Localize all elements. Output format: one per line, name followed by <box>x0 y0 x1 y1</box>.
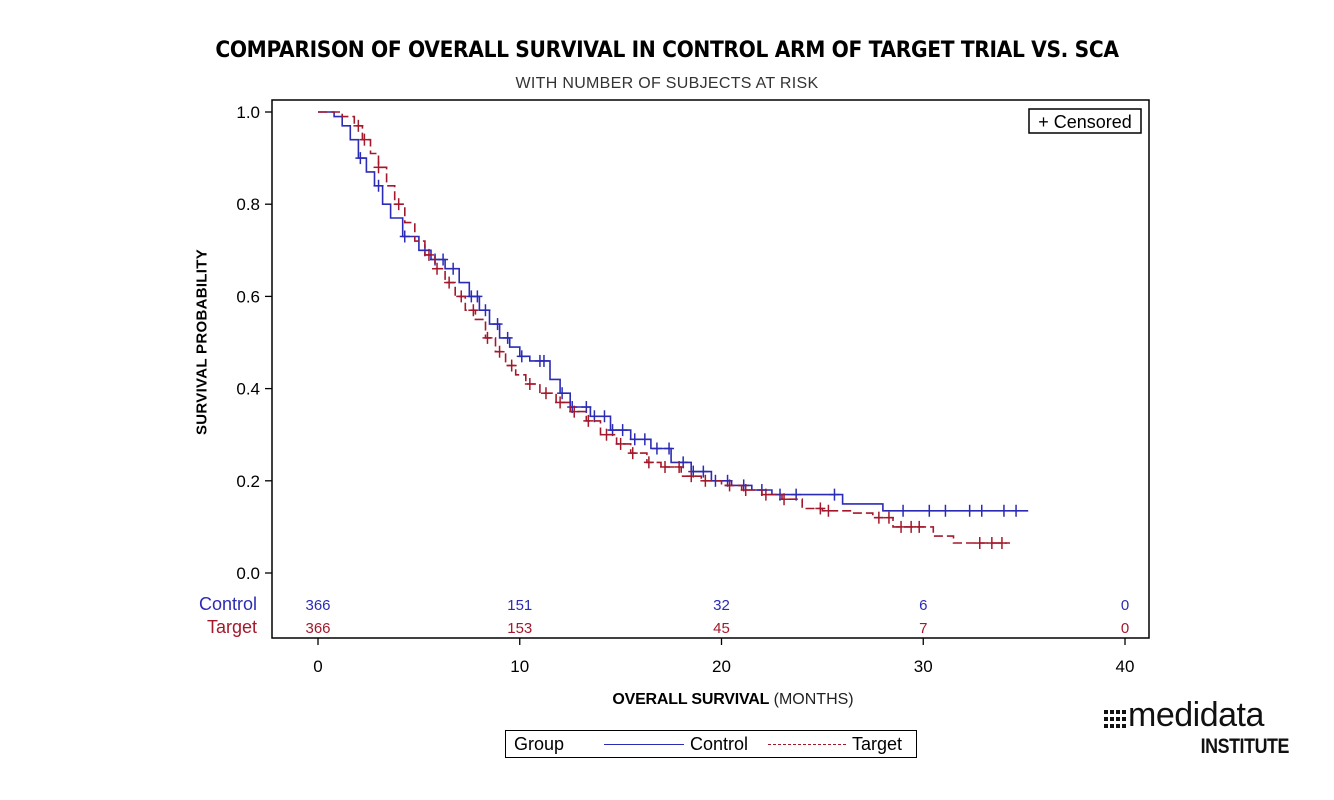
legend-target-line <box>768 744 846 745</box>
y-tick-label: 0.6 <box>236 287 260 306</box>
y-tick-label: 0.4 <box>236 380 260 399</box>
y-tick-label: 1.0 <box>236 103 260 122</box>
censored-legend-label: + Censored <box>1038 112 1132 132</box>
at-risk-count-target: 0 <box>1121 620 1129 637</box>
chart-subtitle: WITH NUMBER OF SUBJECTS AT RISK <box>515 75 819 92</box>
x-axis-label: OVERALL SURVIVAL (MONTHS) <box>0 691 1334 709</box>
at-risk-count-target: 153 <box>507 620 532 637</box>
at-risk-count-control: 32 <box>713 597 730 614</box>
at-risk-count-target: 45 <box>713 620 730 637</box>
series-line-target <box>318 111 1010 544</box>
legend-target-label: Target <box>852 734 903 754</box>
chart-title: COMPARISON OF OVERALL SURVIVAL IN CONTRO… <box>215 38 1119 63</box>
x-axis-label-main: OVERALL SURVIVAL <box>612 691 770 708</box>
x-axis-label-unit: (MONTHS) <box>773 691 854 708</box>
logo-subtitle: INSTITUTE <box>1200 735 1290 758</box>
medidata-logo: medidata INSTITUTE <box>1098 696 1293 764</box>
at-risk-count-control: 6 <box>919 597 927 614</box>
x-tick-label: 10 <box>510 657 529 676</box>
series-line-control <box>318 111 1029 512</box>
x-tick-label: 40 <box>1116 657 1135 676</box>
at-risk-count-control: 366 <box>305 597 330 614</box>
y-tick-label: 0.8 <box>236 195 260 214</box>
censored-legend-box <box>1028 108 1142 134</box>
y-tick-label: 0.0 <box>236 564 260 583</box>
at-risk-row-label-target: Target <box>207 617 257 637</box>
legend-control-line <box>604 744 684 745</box>
legend-control-label: Control <box>690 734 749 754</box>
legend-title: Group <box>514 734 565 754</box>
x-tick-label: 20 <box>712 657 731 676</box>
y-tick-label: 0.2 <box>236 472 260 491</box>
at-risk-count-control: 0 <box>1121 597 1129 614</box>
logo-dots-icon <box>1104 710 1126 728</box>
logo-name: medidata <box>1128 696 1264 734</box>
at-risk-count-control: 151 <box>507 597 532 614</box>
at-risk-count-target: 366 <box>305 620 330 637</box>
at-risk-count-target: 7 <box>919 620 927 637</box>
x-tick-label: 30 <box>914 657 933 676</box>
plot-frame <box>271 99 1150 639</box>
at-risk-row-label-control: Control <box>199 594 257 614</box>
chart-legend: Group Control Target <box>505 730 917 758</box>
x-tick-label: 0 <box>313 657 322 676</box>
